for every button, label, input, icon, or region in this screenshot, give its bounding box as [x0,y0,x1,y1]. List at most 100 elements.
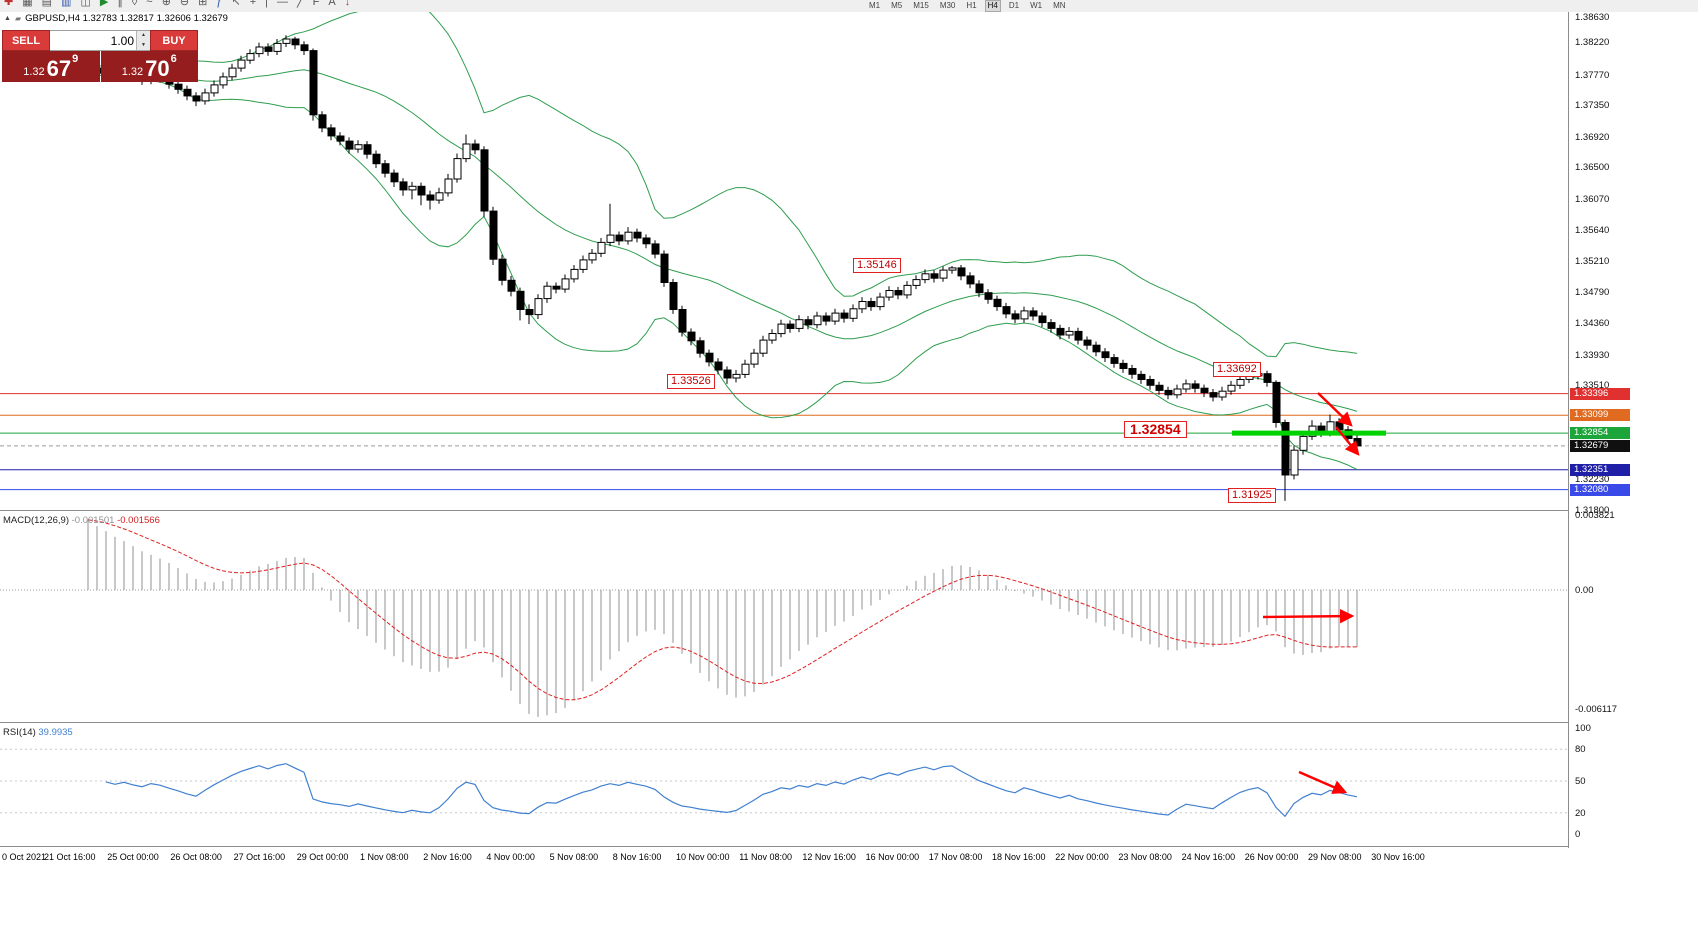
one-click-trading-panel: SELL ▲ ▼ BUY 1.32 67 9 1.32 70 6 [2,30,198,82]
price-label-object[interactable]: 1.35146 [853,258,901,273]
rsi-scale-tick: 0 [1575,829,1581,840]
trendline-icon[interactable]: ╱ [296,0,304,8]
price-tick: 1.38220 [1575,36,1610,48]
time-label: 30 Nov 16:00 [1371,852,1425,862]
crosshair-icon[interactable]: + [249,0,257,8]
time-label: 2 Nov 16:00 [423,852,472,862]
timeframe-m5[interactable]: M5 [891,1,903,10]
volume-spinner: ▲ ▼ [136,31,150,50]
sell-button[interactable]: SELL [2,30,50,51]
rsi-scale-tick: 20 [1575,807,1586,819]
zoom-out-icon[interactable]: ⊖ [179,0,190,8]
time-axis[interactable]: 0 Oct 2021 21 Oct 16:00 25 Oct 00:00 26 Oct… [0,848,1698,872]
line-chart-icon[interactable]: ~ [146,0,153,8]
bid-sup: 9 [72,53,79,65]
time-label: 18 Nov 16:00 [992,852,1046,862]
chart-window-icon[interactable]: ▦ [22,0,33,8]
indicators-icon[interactable]: ƒ [216,0,223,8]
timeframe-d1[interactable]: D1 [1008,1,1020,10]
text-label-icon[interactable]: A [328,0,336,8]
main-chart[interactable] [0,12,1568,510]
time-label: 23 Nov 08:00 [1118,852,1172,862]
tile-windows-icon[interactable]: ⊞ [198,0,208,8]
timeframe-mn[interactable]: MN [1053,1,1066,10]
volume-input[interactable] [50,31,136,50]
zoom-in-icon[interactable]: ⊕ [161,0,171,8]
price-label-object[interactable]: 1.33692 [1213,362,1261,377]
price-tick: 1.38630 [1575,12,1610,23]
price-label-object[interactable]: 1.32854 [1124,421,1187,438]
volume-down-icon[interactable]: ▼ [137,40,150,50]
chart-icon: ▰ [14,14,22,23]
price-label-object[interactable]: 1.31925 [1228,488,1276,503]
bar-chart-icon[interactable]: ∥ [117,0,123,8]
price-tick: 1.37770 [1575,69,1610,81]
fibonacci-icon[interactable]: F [312,0,320,8]
profile-icon[interactable]: ▤ [41,0,53,8]
autotrading-icon[interactable]: ▶ [99,0,109,8]
rsi-scale-tick: 80 [1575,744,1586,756]
time-label: 1 Nov 08:00 [360,852,409,862]
panel-separator[interactable] [0,846,1698,847]
time-label: 12 Nov 16:00 [802,852,856,862]
price-tick: 1.36070 [1575,193,1610,205]
price-tick: 1.34360 [1575,318,1610,330]
time-label: 5 Nov 08:00 [549,852,599,862]
horizontal-lines [0,393,1568,491]
buy-button[interactable]: BUY [150,30,198,51]
price-tick: 1.33930 [1575,349,1610,361]
price-scale[interactable]: 1.38630 1.38220 1.37770 1.37350 1.36920 1.365… [1569,12,1698,848]
price-badge: 1.33099 [1570,409,1630,422]
panel-separator[interactable] [0,510,1698,511]
price-badge: 1.32351 [1570,463,1630,476]
timeframe-w1[interactable]: W1 [1030,1,1043,10]
time-label: 26 Oct 08:00 [170,852,222,862]
top-toolbar: ✚ ▦ ▤ ▥ ◫ ▶ ∥ ◊ ~ ⊕ ⊖ ⊞ ƒ ↖ + | — ╱ F A ↓ M1 M5 M15 M30 H1 H4 D1 W1… [0,0,1698,13]
ask-prefix: 1.32 [121,66,144,78]
timeframe-m15[interactable]: M15 [913,1,929,10]
macd-histogram [87,519,1358,717]
market-watch-icon[interactable]: ▥ [61,0,72,8]
time-label: 11 Nov 08:00 [739,852,793,862]
symbol-ohlc-text: GBPUSD,H4 1.32783 1.32817 1.32606 1.3267… [25,13,228,24]
time-label: 24 Nov 16:00 [1181,852,1236,862]
timeframe-h1[interactable]: H1 [966,1,977,10]
rsi-scale-tick: 50 [1575,776,1586,787]
vertical-line-icon[interactable]: | [265,0,268,8]
price-tick: 1.31800 [1575,505,1610,516]
ask-price-display[interactable]: 1.32 70 6 [100,51,198,82]
candles [84,35,1362,501]
time-label: 21 Oct 16:00 [44,852,96,862]
time-label: 16 Nov 00:00 [865,852,920,862]
macd-panel[interactable] [0,512,1568,722]
rsi-line [105,763,1358,818]
rsi-panel[interactable] [0,724,1568,846]
price-tick: 1.35210 [1575,256,1610,268]
arrow-object-icon[interactable]: ↓ [344,0,351,8]
price-tick: 1.34790 [1575,286,1610,298]
one-click-collapse-icon[interactable]: ▲ [4,15,11,22]
volume-box: ▲ ▼ [50,30,150,51]
volume-up-icon[interactable]: ▲ [137,31,150,41]
time-label: 17 Nov 08:00 [928,852,983,862]
timeframe-m1[interactable]: M1 [869,1,881,10]
trend-arrow [1262,608,1355,624]
candlestick-icon[interactable]: ◊ [131,0,138,8]
navigator-icon[interactable]: ◫ [80,0,91,8]
timeframe-h4[interactable]: H4 [984,0,1001,12]
time-label: 8 Nov 16:00 [612,852,662,862]
timeframe-m30[interactable]: M30 [939,1,956,10]
time-label: 29 Oct 00:00 [296,852,349,862]
new-order-icon[interactable]: ✚ [4,0,14,8]
time-label: 26 Nov 00:00 [1244,852,1299,862]
horizontal-line-icon[interactable]: — [276,0,288,8]
price-label-object[interactable]: 1.33526 [667,374,715,389]
cursor-icon[interactable]: ↖ [231,0,241,8]
bollinger-bands [87,12,1358,470]
bid-price-display[interactable]: 1.32 67 9 [2,51,100,82]
price-badge: 1.32679 [1570,439,1630,452]
panel-separator[interactable] [0,722,1698,723]
price-badge: 1.32854 [1570,427,1630,440]
price-tick: 1.32230 [1575,473,1610,485]
